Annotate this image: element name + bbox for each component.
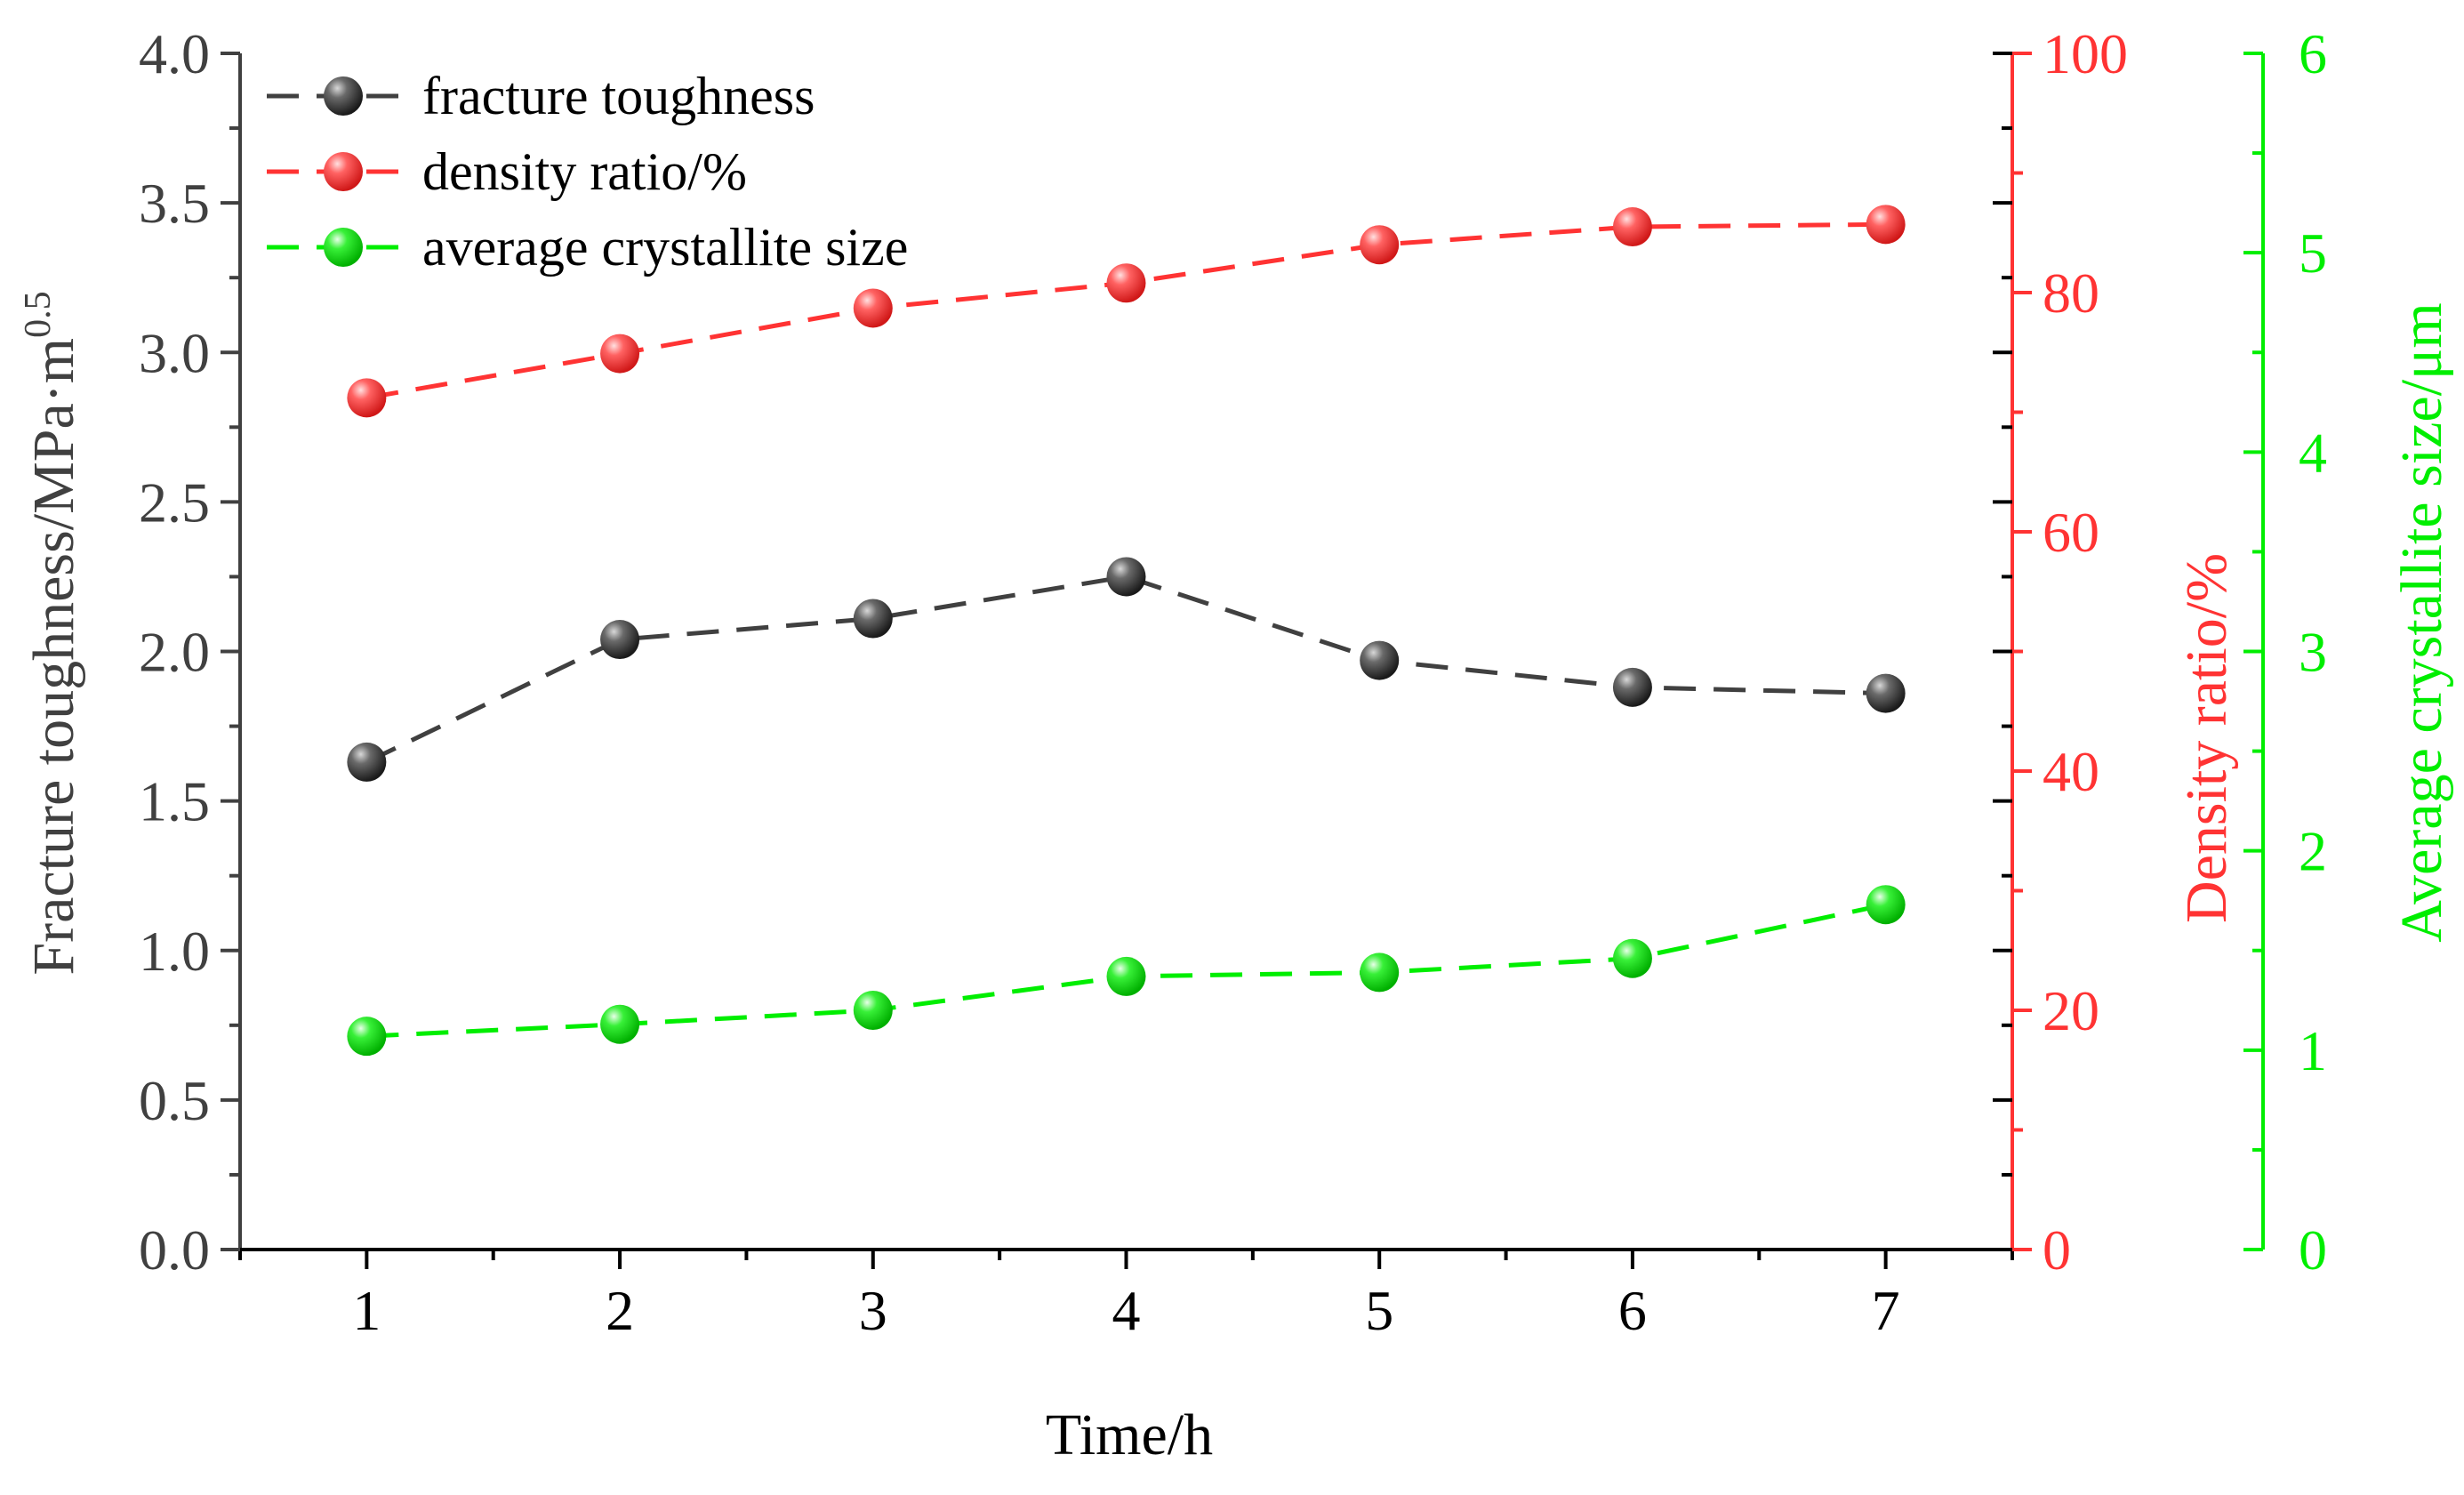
y-right-crystallite-tick-label: 2 [2299,820,2327,883]
y-left-axis-title-main: Fracture toughness/MPa·m [21,338,86,976]
data-point [1106,263,1146,303]
legend-label: average crystallite size [422,218,908,277]
data-point [1360,952,1400,993]
x-tick-label: 2 [606,1279,634,1342]
legend-item: average crystallite size [267,218,908,277]
legend-marker [324,152,363,191]
y-left-tick-label: 3.5 [139,172,210,235]
data-point [1866,205,1906,245]
data-point [347,742,387,782]
legend-marker [324,228,363,267]
y-left-tick-label: 0.0 [139,1218,210,1282]
series-3 [347,885,1906,1057]
legend-marker [324,76,363,116]
y-left-tick-label: 1.5 [139,770,210,833]
legend: fracture toughness density ratio/% average… [267,67,908,277]
data-point [1866,673,1906,713]
y-right-density-tick-label: 60 [2043,501,2099,564]
data-point [600,1004,640,1044]
data-point [1866,885,1906,925]
y-right-density-tick-label: 100 [2043,22,2128,85]
x-tick-label: 7 [1872,1279,1900,1342]
y-left-tick-label: 4.0 [139,22,210,85]
data-point [1612,938,1652,978]
y-left-tick-label: 2.0 [139,621,210,684]
legend-label: fracture toughness [422,67,815,125]
y-right-density-axis-title: Density ratio/% [2174,553,2239,923]
data-point [1612,207,1652,247]
y-right-density-tick-label: 80 [2043,261,2099,325]
y-right-density-tick-label: 40 [2043,740,2099,803]
y-right-crystallite-tick-label: 0 [2299,1218,2327,1282]
y-left-tick-label: 3.0 [139,321,210,384]
x-tick-label: 3 [859,1279,887,1342]
data-point [347,378,387,418]
series-2 [347,205,1906,418]
series-1 [347,557,1906,782]
x-tick-label: 1 [352,1279,381,1342]
legend-item: density ratio/% [267,142,747,201]
x-tick-label: 4 [1112,1279,1141,1342]
data-point [347,1017,387,1057]
data-point [853,599,893,639]
data-point [853,991,893,1030]
y-right-crystallite-tick-label: 4 [2299,421,2327,484]
data-point [1612,667,1652,707]
y-right-crystallite-axis-title: Average crystallite size/μm [2389,302,2454,943]
y-right-crystallite-tick-label: 6 [2299,22,2327,85]
legend-item: fracture toughness [267,67,815,125]
y-left-axis-title-superscript: 0.5 [18,291,59,338]
legend-label: density ratio/% [422,142,747,201]
x-axis-title: Time/h [1046,1403,1213,1467]
x-tick-label: 6 [1618,1279,1647,1342]
series-line [365,574,1886,765]
y-left-tick-label: 2.5 [139,470,210,534]
y-right-density-tick-label: 20 [2043,979,2099,1042]
y-left-axis-title: Fracture toughness/MPa·m0.5 [18,291,86,975]
y-right-crystallite-tick-label: 5 [2299,221,2327,285]
data-point [1360,225,1400,265]
data-point [1106,956,1146,996]
y-right-density-tick-label: 0 [2043,1218,2071,1282]
y-left-tick-label: 1.0 [139,920,210,983]
data-point [1106,557,1146,597]
data-point [853,288,893,328]
data-point [600,334,640,374]
y-right-crystallite-tick-label: 3 [2299,621,2327,684]
data-point [600,620,640,660]
data-point [1360,640,1400,680]
x-tick-label: 5 [1365,1279,1393,1342]
y-left-tick-label: 0.5 [139,1069,210,1132]
y-right-crystallite-tick-label: 1 [2299,1019,2327,1082]
axes: 1 2 3 4 5 6 70.00.51.01.52.02.53.03.54.0020406… [139,22,2327,1342]
plot-area [347,205,1906,1057]
